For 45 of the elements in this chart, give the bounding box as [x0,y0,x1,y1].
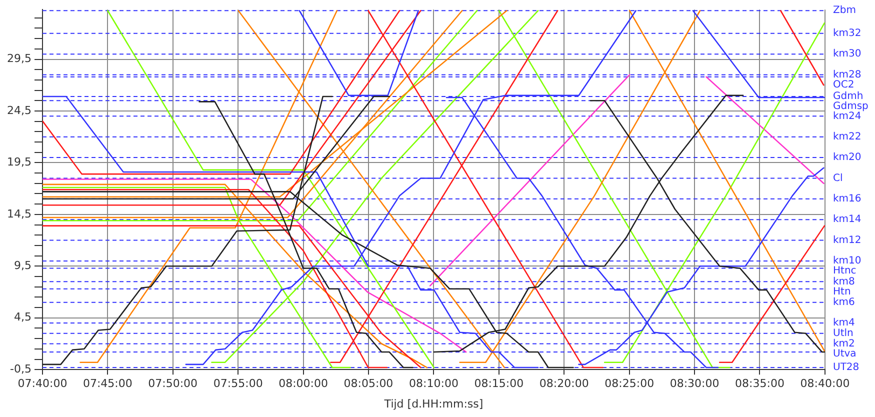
y-tick-label: 19,5 [6,156,32,169]
ref-line-label: km16 [833,194,862,205]
ref-line-label: UT28 [833,362,860,374]
x-tick-label: 08:30:00 [670,377,720,390]
x-tick-label: 08:35:00 [735,377,784,390]
ref-line-label: km6 [833,296,855,308]
x-tick-label: 08:10:00 [409,377,458,390]
y-tick-label: 24,5 [6,104,32,117]
x-tick-label: 07:50:00 [148,377,198,390]
x-tick-label: 08:00:00 [278,377,328,390]
x-tick-label: 08:20:00 [539,377,589,390]
ref-line-label: Gdmsp [833,101,868,112]
ref-line-label: Htnc [833,266,856,277]
x-tick-label: 07:55:00 [213,377,263,390]
x-tick-label: 07:45:00 [82,377,132,390]
x-axis-title: Tijd [d.HH:mm:ss] [383,397,484,410]
ref-line-label: Zbm [833,5,856,16]
y-tick-label: 29,5 [6,52,32,66]
ref-line-label: Utva [833,348,856,360]
y-tick-label: 4,5 [14,310,32,324]
x-tick-label: 08:40:00 [800,377,850,390]
y-tick-label: 9,5 [14,259,32,272]
ref-line-label: km12 [833,234,862,246]
ref-line-label: Gdmh [833,91,864,102]
ref-line-label: Cl [833,172,843,184]
y-tick-label: -0,5 [10,362,32,376]
x-tick-label: 08:05:00 [344,377,394,390]
ref-line-label: Htn [833,286,851,298]
ref-line-label: km30 [833,48,862,60]
ref-line-label: Utln [833,328,854,339]
x-tick-label: 08:15:00 [474,377,524,390]
ref-line-label: km28 [833,69,862,80]
x-tick-label: 08:25:00 [604,377,654,390]
ref-line-label: km10 [833,256,862,267]
ref-line-label: km24 [833,111,862,122]
ref-line-label: km22 [833,131,862,142]
ref-line-label: OC2 [833,79,854,90]
ref-line-label: km2 [833,338,855,350]
ref-line-label: km32 [833,28,862,39]
y-tick-label: 14,5 [6,207,32,220]
ref-line-label: km20 [833,152,862,164]
ref-line-label: km14 [833,214,862,226]
x-tick-label: 07:40:00 [18,377,68,390]
ref-line-label: km4 [833,318,855,329]
ref-line-label: km8 [833,276,855,288]
